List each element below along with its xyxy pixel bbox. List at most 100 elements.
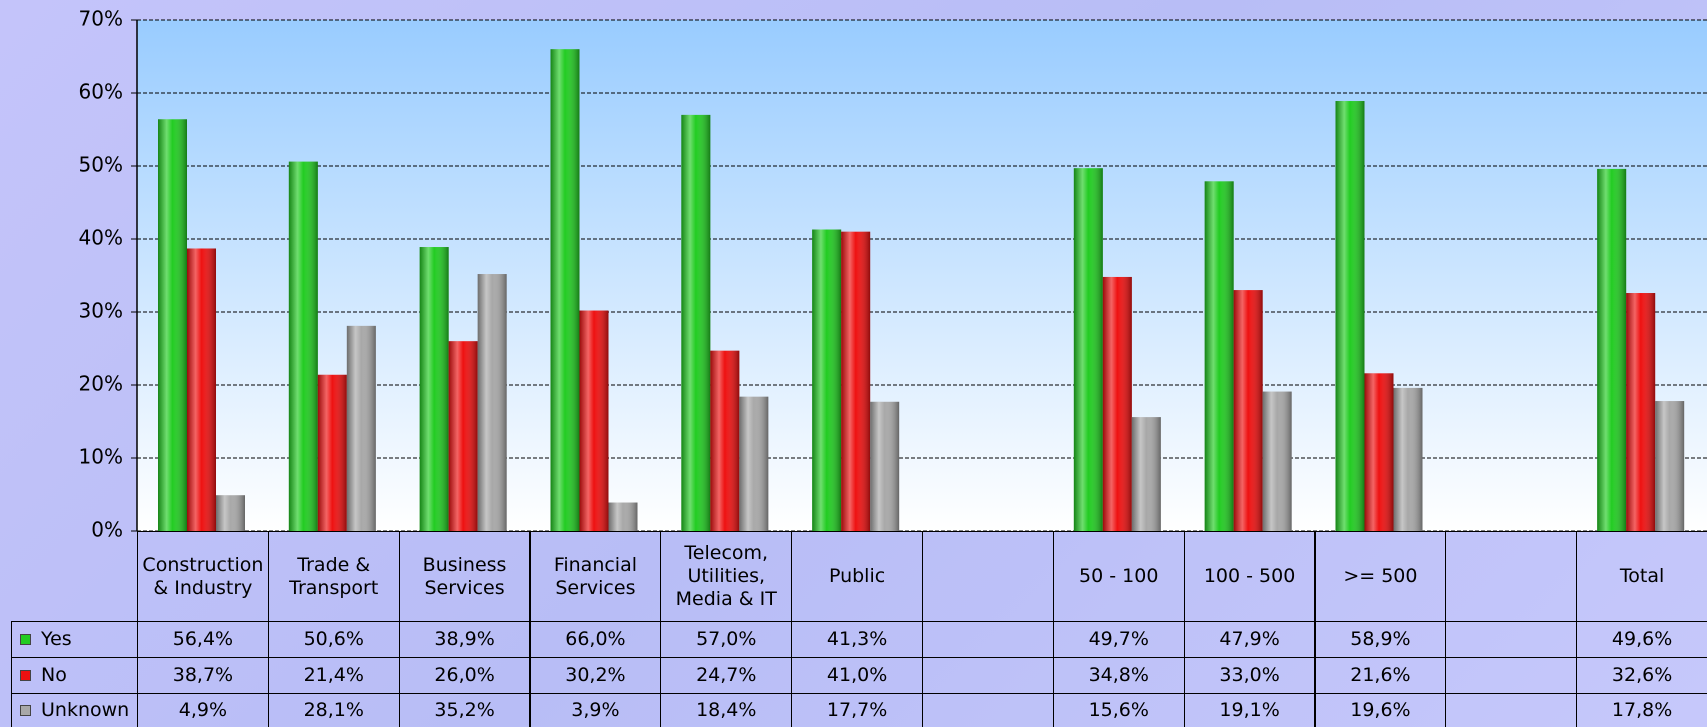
value-cell: 28,1% bbox=[267, 693, 400, 727]
value-cell bbox=[922, 657, 1054, 694]
value-cell: 17,7% bbox=[791, 693, 923, 727]
value-cell-text: 57,0% bbox=[696, 628, 757, 650]
category-cell: 50 - 100 bbox=[1052, 531, 1185, 622]
value-cell: 15,6% bbox=[1052, 693, 1185, 727]
category-cell: Telecom, Utilities, Media & IT bbox=[660, 531, 793, 622]
legend-swatch bbox=[20, 670, 31, 681]
value-cell-text: 49,6% bbox=[1611, 628, 1673, 650]
bar-shade bbox=[448, 341, 478, 531]
value-cell: 24,7% bbox=[660, 657, 793, 694]
bar-shade bbox=[1073, 168, 1103, 531]
value-cell-text: 30,2% bbox=[565, 664, 626, 686]
bar-shade bbox=[579, 310, 609, 531]
category-cell bbox=[922, 531, 1054, 622]
bar-shade bbox=[419, 247, 449, 531]
value-cell: 32,6% bbox=[1576, 657, 1707, 694]
bar-shade bbox=[550, 49, 580, 531]
category-cell-text: 50 - 100 bbox=[1079, 565, 1159, 587]
bar-shade bbox=[710, 350, 740, 531]
category-cell bbox=[1445, 531, 1578, 622]
value-cell: 57,0% bbox=[660, 621, 793, 658]
value-cell-text: 24,7% bbox=[696, 664, 757, 686]
category-cell-text: Construction & Industry bbox=[142, 553, 264, 599]
value-cell: 41,0% bbox=[791, 657, 923, 694]
value-cell-text: 17,8% bbox=[1611, 699, 1673, 721]
category-cell: Total bbox=[1576, 531, 1707, 622]
legend-cell: No bbox=[11, 657, 138, 694]
bar-shade bbox=[812, 229, 842, 531]
y-tick-label: 20% bbox=[79, 372, 123, 396]
bar-shade bbox=[1131, 417, 1161, 531]
y-tick-label: 70% bbox=[79, 7, 123, 31]
bar-shade bbox=[187, 248, 216, 532]
value-cell-text: 50,6% bbox=[303, 628, 364, 650]
category-cell: Financial Services bbox=[529, 531, 662, 622]
value-cell: 33,0% bbox=[1183, 657, 1316, 694]
value-cell-text: 38,7% bbox=[172, 664, 234, 686]
legend-cell: Unknown bbox=[11, 693, 138, 727]
value-cell-text: 41,3% bbox=[826, 628, 888, 650]
value-cell: 38,7% bbox=[137, 657, 269, 694]
category-cell-text: >= 500 bbox=[1343, 565, 1418, 587]
value-cell-text: 41,0% bbox=[826, 664, 888, 686]
value-cell: 41,3% bbox=[791, 621, 923, 658]
bar-shade bbox=[1597, 168, 1627, 532]
bar-shade bbox=[681, 114, 711, 532]
value-cell-text: 32,6% bbox=[1611, 664, 1673, 686]
value-cell-text: 47,9% bbox=[1219, 628, 1280, 650]
value-cell-text: 17,7% bbox=[826, 699, 888, 721]
value-cell: 4,9% bbox=[137, 693, 269, 727]
value-cell: 58,9% bbox=[1314, 621, 1447, 658]
bar-shade bbox=[1655, 401, 1685, 531]
value-cell-text: 19,6% bbox=[1350, 699, 1411, 721]
value-cell: 19,1% bbox=[1183, 693, 1316, 727]
value-cell-text: 49,7% bbox=[1088, 628, 1149, 650]
value-cell-text: 21,6% bbox=[1350, 664, 1411, 686]
value-cell: 17,8% bbox=[1576, 693, 1707, 727]
value-cell bbox=[922, 621, 1054, 658]
value-cell: 18,4% bbox=[660, 693, 793, 727]
value-cell-text: 4,9% bbox=[178, 699, 228, 721]
category-cell: >= 500 bbox=[1314, 531, 1447, 622]
category-cell: 100 - 500 bbox=[1183, 531, 1316, 622]
legend-label: No bbox=[41, 664, 67, 686]
category-cell: Business Services bbox=[398, 531, 531, 622]
value-cell-text: 26,0% bbox=[434, 664, 495, 686]
bar-shade bbox=[158, 119, 187, 531]
value-cell: 3,9% bbox=[529, 693, 662, 727]
bar-shade bbox=[1262, 391, 1292, 531]
value-cell-text: 56,4% bbox=[172, 628, 234, 650]
bar-shade bbox=[1335, 101, 1365, 531]
legend-swatch bbox=[20, 634, 31, 645]
bar-shade bbox=[288, 161, 318, 531]
bar-shade bbox=[216, 495, 245, 531]
bar-shade bbox=[1393, 387, 1423, 531]
bar-shade bbox=[1233, 290, 1263, 531]
value-cell-text: 58,9% bbox=[1350, 628, 1411, 650]
value-cell-text: 34,8% bbox=[1088, 664, 1149, 686]
value-cell: 49,6% bbox=[1576, 621, 1707, 658]
y-tick-label: 40% bbox=[79, 226, 123, 250]
category-cell-text: Trade & Transport bbox=[289, 553, 379, 599]
bar-shade bbox=[870, 401, 900, 531]
value-cell: 34,8% bbox=[1052, 657, 1185, 694]
value-cell: 50,6% bbox=[267, 621, 400, 658]
category-cell-text: Total bbox=[1619, 565, 1665, 587]
category-cell-text: 100 - 500 bbox=[1203, 565, 1296, 587]
value-cell: 66,0% bbox=[529, 621, 662, 658]
category-cell-text: Business Services bbox=[422, 553, 507, 599]
legend-label: Yes bbox=[41, 628, 72, 650]
bar-shade bbox=[739, 396, 769, 531]
value-cell bbox=[1445, 693, 1578, 727]
value-cell: 21,4% bbox=[267, 657, 400, 694]
y-tick-label: 10% bbox=[79, 445, 123, 469]
value-cell-text: 28,1% bbox=[303, 699, 364, 721]
bar-shade bbox=[1204, 181, 1234, 531]
value-cell: 21,6% bbox=[1314, 657, 1447, 694]
value-cell: 47,9% bbox=[1183, 621, 1316, 658]
plot-area bbox=[137, 20, 1707, 531]
bar-shade bbox=[1364, 373, 1394, 531]
y-tick-label: 0% bbox=[91, 518, 123, 542]
y-tick-label: 30% bbox=[79, 299, 123, 323]
value-cell-text: 38,9% bbox=[434, 628, 495, 650]
